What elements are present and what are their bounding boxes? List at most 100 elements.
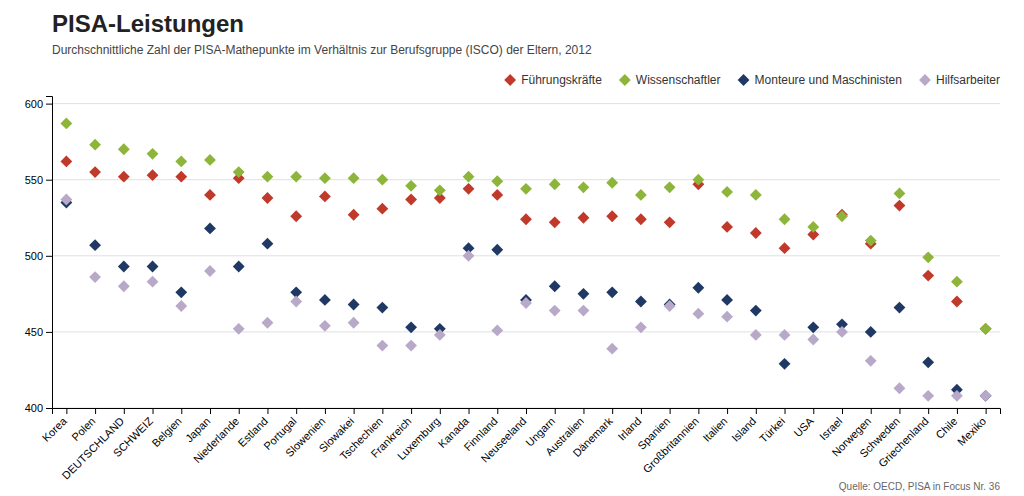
x-tick-label: Niederlande	[191, 415, 241, 465]
x-axis: KoreaPolenDEUTSCHLANDSCHWEIZBelgienJapan…	[40, 408, 1001, 482]
y-axis-line	[46, 97, 53, 409]
x-tick-label: Island	[729, 415, 758, 444]
point	[175, 156, 187, 168]
point	[348, 299, 360, 311]
point	[376, 340, 388, 352]
point	[405, 180, 417, 192]
point	[779, 358, 791, 370]
x-tick-mark	[583, 408, 584, 414]
plot-area: 400450500550600KoreaPolenDEUTSCHLANDSCHW…	[25, 97, 1001, 482]
point	[60, 117, 72, 129]
legend: Führungskräfte Wissenschaftler Monteure un…	[504, 73, 1000, 87]
point	[836, 210, 848, 222]
y-tick-mark	[46, 256, 52, 257]
source: Quelle: OECD, PISA in Focus Nr. 36	[839, 481, 1001, 492]
point	[89, 239, 101, 251]
x-tick-mark	[497, 408, 498, 414]
point	[922, 270, 934, 282]
legend-item: Führungskräfte	[504, 73, 602, 87]
chart: PISA-LeistungenDurchschnittliche Zahl de…	[0, 0, 1024, 496]
point	[376, 302, 388, 314]
point	[779, 329, 791, 341]
x-tick: Belgien	[149, 408, 183, 449]
point	[147, 276, 159, 288]
point	[89, 139, 101, 151]
point	[204, 189, 216, 201]
legend-label: Wissenschaftler	[636, 73, 721, 87]
point	[894, 382, 906, 394]
x-tick-mark	[296, 408, 297, 414]
point	[578, 212, 590, 224]
point	[60, 194, 72, 206]
point	[376, 203, 388, 215]
legend-label: Monteure und Maschinisten	[755, 73, 902, 87]
x-tick: Griechenland	[876, 408, 931, 470]
x-tick-mark	[267, 408, 268, 414]
x-tick-label: USA	[791, 414, 816, 439]
marks	[60, 117, 991, 401]
point	[922, 251, 934, 263]
point	[118, 261, 130, 273]
point	[434, 329, 446, 341]
x-tick-mark	[325, 408, 326, 414]
point	[606, 210, 618, 222]
point	[262, 238, 274, 250]
x-tick-mark	[210, 408, 211, 414]
point	[204, 154, 216, 166]
x-tick-label: Italien	[700, 415, 729, 444]
x-tick-mark	[66, 408, 67, 414]
series	[60, 197, 991, 402]
x-tick-mark	[698, 408, 699, 414]
legend-label: Hilfsarbeiter	[936, 73, 1000, 87]
grid-line	[52, 179, 1000, 180]
point	[606, 286, 618, 298]
point	[807, 221, 819, 233]
x-tick-mark	[899, 408, 900, 414]
point	[549, 216, 561, 228]
x-tick-mark	[555, 408, 556, 414]
point	[491, 324, 503, 336]
point	[262, 317, 274, 329]
point	[750, 305, 762, 317]
point	[721, 294, 733, 306]
point	[692, 308, 704, 320]
point	[348, 317, 360, 329]
point	[807, 334, 819, 346]
x-tick-label: Mexiko	[955, 415, 988, 448]
point	[405, 340, 417, 352]
x-tick-label: Luxemburg	[395, 415, 442, 462]
point	[664, 300, 676, 312]
point	[60, 156, 72, 168]
x-tick-mark	[641, 408, 642, 414]
x-tick-label: Großbritannien	[641, 415, 701, 475]
x-tick: Chile	[933, 408, 959, 441]
point	[606, 177, 618, 189]
point	[578, 288, 590, 300]
point	[520, 297, 532, 309]
point	[491, 244, 503, 256]
title: PISA-Leistungen	[52, 10, 244, 37]
point	[204, 265, 216, 277]
point	[865, 235, 877, 247]
point	[233, 261, 245, 273]
y-tick-mark	[46, 104, 52, 105]
x-tick-mark	[756, 408, 757, 414]
x-tick: Island	[729, 408, 758, 444]
grid	[52, 104, 1000, 408]
x-tick: Italien	[700, 408, 729, 444]
point	[434, 184, 446, 196]
point	[865, 355, 877, 367]
y-tick-label: 500	[25, 250, 43, 262]
point	[262, 192, 274, 204]
y-tick-label: 400	[25, 402, 43, 414]
point	[319, 191, 331, 203]
legend-label: Führungskräfte	[521, 73, 602, 87]
x-tick-mark	[612, 408, 613, 414]
point	[290, 171, 302, 183]
x-tick-label: Griechenland	[876, 415, 931, 470]
point	[118, 171, 130, 183]
x-tick-mark	[813, 408, 814, 414]
point	[290, 296, 302, 308]
point	[894, 200, 906, 212]
legend-swatch	[619, 74, 631, 86]
